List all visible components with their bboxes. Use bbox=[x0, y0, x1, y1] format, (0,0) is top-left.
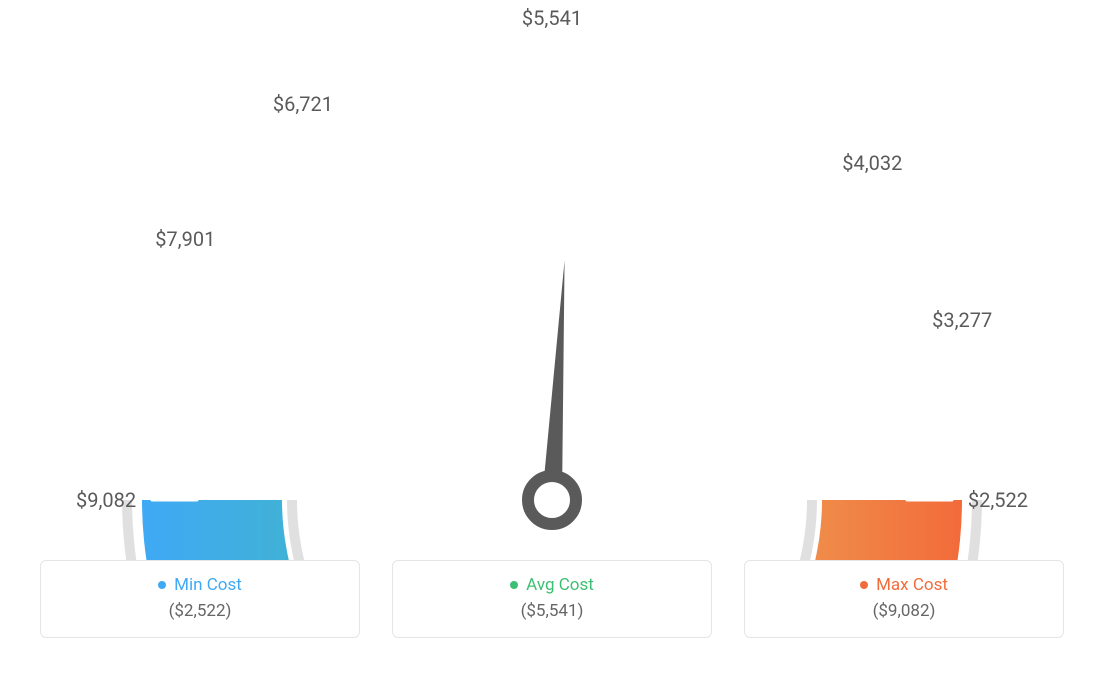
gauge-area: $2,522 $3,277 $4,032 $5,541 $6,721 $7,901 $9,0… bbox=[0, 0, 1104, 560]
legend-value-min: ($2,522) bbox=[59, 601, 341, 621]
gauge-tick-label: $6,721 bbox=[273, 92, 333, 116]
legend-text-avg: Avg Cost bbox=[526, 575, 594, 595]
legend-label-max: Max Cost bbox=[763, 575, 1045, 595]
gauge-tick-label: $3,277 bbox=[932, 308, 992, 332]
gauge-tick-label: $9,082 bbox=[76, 488, 136, 512]
legend-dot-avg bbox=[510, 581, 518, 589]
legend-card-min: Min Cost ($2,522) bbox=[40, 560, 360, 638]
gauge-tick-label: $5,541 bbox=[522, 6, 582, 30]
legend-label-avg: Avg Cost bbox=[411, 575, 693, 595]
legend-card-max: Max Cost ($9,082) bbox=[744, 560, 1064, 638]
gauge-tick-label: $2,522 bbox=[968, 488, 1028, 512]
gauge-tick-label: $7,901 bbox=[155, 227, 215, 251]
legend-dot-max bbox=[860, 581, 868, 589]
legend-value-max: ($9,082) bbox=[763, 601, 1045, 621]
legend-dot-min bbox=[158, 581, 166, 589]
legend-row: Min Cost ($2,522) Avg Cost ($5,541) Max … bbox=[0, 560, 1104, 638]
gauge-svg bbox=[0, 0, 1104, 560]
gauge-tick-label: $4,032 bbox=[842, 151, 902, 175]
legend-text-max: Max Cost bbox=[876, 575, 948, 595]
legend-label-min: Min Cost bbox=[59, 575, 341, 595]
legend-text-min: Min Cost bbox=[174, 575, 242, 595]
legend-card-avg: Avg Cost ($5,541) bbox=[392, 560, 712, 638]
cost-gauge-chart: $2,522 $3,277 $4,032 $5,541 $6,721 $7,901 $9,0… bbox=[0, 0, 1104, 690]
legend-value-avg: ($5,541) bbox=[411, 601, 693, 621]
